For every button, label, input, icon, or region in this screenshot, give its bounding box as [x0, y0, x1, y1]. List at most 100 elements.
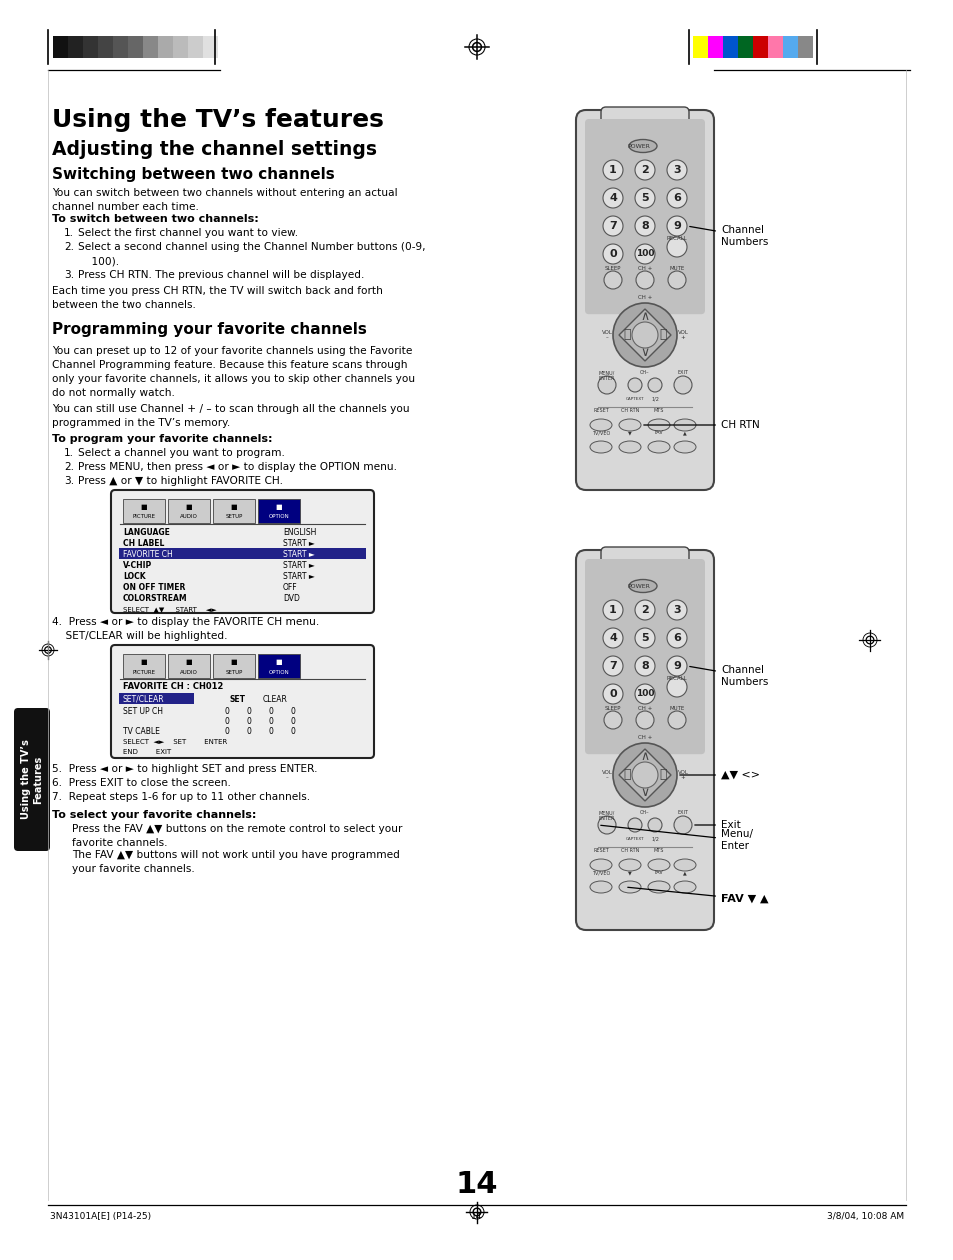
- Text: EXIT: EXIT: [677, 810, 688, 815]
- Text: SLEEP: SLEEP: [604, 706, 620, 711]
- Text: PICTURE: PICTURE: [132, 669, 155, 674]
- Bar: [112, 37, 128, 58]
- Text: 3N43101A[E] (P14-25): 3N43101A[E] (P14-25): [50, 1212, 151, 1221]
- Circle shape: [647, 818, 661, 832]
- Text: 〈: 〈: [622, 329, 630, 341]
- Circle shape: [635, 160, 655, 180]
- Bar: [767, 37, 782, 58]
- Circle shape: [602, 600, 622, 620]
- Circle shape: [631, 323, 658, 348]
- FancyBboxPatch shape: [600, 107, 688, 137]
- Ellipse shape: [589, 859, 612, 871]
- Text: RECALL: RECALL: [666, 236, 686, 241]
- Text: CH RTN: CH RTN: [620, 408, 639, 413]
- Polygon shape: [618, 309, 670, 362]
- Text: OPTION: OPTION: [269, 514, 289, 519]
- Text: VOL
–: VOL –: [601, 770, 612, 780]
- FancyBboxPatch shape: [584, 118, 704, 314]
- Text: COLORSTREAM: COLORSTREAM: [123, 593, 188, 604]
- Text: EXIT: EXIT: [677, 370, 688, 375]
- Text: 100: 100: [635, 689, 654, 698]
- Text: SLEEP: SLEEP: [604, 266, 620, 271]
- Circle shape: [603, 711, 621, 730]
- Text: 3: 3: [673, 605, 680, 615]
- Text: 9: 9: [673, 220, 680, 231]
- Text: Adjusting the channel settings: Adjusting the channel settings: [52, 140, 376, 159]
- Bar: [738, 37, 752, 58]
- Text: 0: 0: [291, 707, 295, 716]
- Text: 0: 0: [269, 727, 274, 736]
- Text: ▼: ▼: [627, 431, 631, 436]
- Bar: [782, 37, 797, 58]
- FancyBboxPatch shape: [584, 559, 704, 755]
- Circle shape: [666, 656, 686, 677]
- Circle shape: [627, 378, 641, 392]
- Text: ■: ■: [275, 659, 282, 665]
- Bar: [172, 37, 188, 58]
- Text: 0: 0: [609, 689, 617, 699]
- Bar: [123, 499, 165, 523]
- Circle shape: [602, 684, 622, 704]
- Text: CAPTEXT: CAPTEXT: [625, 397, 643, 401]
- Circle shape: [602, 627, 622, 648]
- Text: 0: 0: [247, 727, 252, 736]
- Text: Select a second channel using the Channel Number buttons (0-9,
    100).: Select a second channel using the Channe…: [78, 242, 425, 266]
- Circle shape: [636, 271, 654, 289]
- Text: START ►: START ►: [283, 551, 314, 559]
- Ellipse shape: [618, 441, 640, 454]
- Text: ▼: ▼: [627, 871, 631, 876]
- FancyBboxPatch shape: [111, 645, 374, 759]
- Text: You can preset up to 12 of your favorite channels using the Favorite
Channel Pro: You can preset up to 12 of your favorite…: [52, 346, 415, 398]
- Text: MENU/: MENU/: [598, 810, 615, 815]
- Text: AUDIO: AUDIO: [180, 514, 197, 519]
- FancyBboxPatch shape: [600, 547, 688, 577]
- Circle shape: [635, 627, 655, 648]
- Text: CH RTN: CH RTN: [643, 420, 759, 430]
- Circle shape: [666, 160, 686, 180]
- Ellipse shape: [647, 420, 669, 431]
- Text: 5: 5: [640, 193, 648, 203]
- Text: 0: 0: [291, 727, 295, 736]
- Text: You can still use Channel + / – to scan through all the channels you
programmed : You can still use Channel + / – to scan …: [52, 404, 409, 428]
- Bar: [168, 654, 210, 678]
- Bar: [143, 37, 158, 58]
- Text: TV CABLE: TV CABLE: [123, 727, 160, 736]
- Text: ■: ■: [140, 659, 147, 665]
- Text: 8: 8: [640, 662, 648, 672]
- Circle shape: [666, 677, 686, 697]
- Bar: [168, 499, 210, 523]
- Circle shape: [598, 375, 616, 394]
- Ellipse shape: [618, 859, 640, 871]
- Text: VOL
+: VOL +: [677, 770, 688, 780]
- Circle shape: [647, 378, 661, 392]
- Text: 7.  Repeat steps 1-6 for up to 11 other channels.: 7. Repeat steps 1-6 for up to 11 other c…: [52, 793, 310, 803]
- Circle shape: [673, 816, 691, 834]
- Text: 4.  Press ◄ or ► to display the FAVORITE CH menu.
    SET/CLEAR will be highligh: 4. Press ◄ or ► to display the FAVORITE …: [52, 617, 319, 641]
- Text: 0: 0: [225, 727, 230, 736]
- FancyBboxPatch shape: [576, 110, 713, 490]
- Text: 14: 14: [456, 1171, 497, 1200]
- Ellipse shape: [589, 441, 612, 454]
- Text: END        EXIT: END EXIT: [123, 748, 172, 755]
- Text: TV/VEO: TV/VEO: [591, 871, 610, 876]
- Text: FAV: FAV: [654, 431, 662, 436]
- Bar: [68, 37, 83, 58]
- Text: 3/8/04, 10:08 AM: 3/8/04, 10:08 AM: [826, 1212, 903, 1221]
- FancyBboxPatch shape: [14, 708, 50, 851]
- Text: FAV: FAV: [654, 871, 662, 876]
- Text: Programming your favorite channels: Programming your favorite channels: [52, 323, 367, 336]
- Text: Using the TV’s features: Using the TV’s features: [52, 108, 383, 132]
- Text: 7: 7: [608, 662, 617, 672]
- Text: ∨: ∨: [639, 346, 649, 359]
- Text: 0: 0: [225, 717, 230, 726]
- Text: 2.: 2.: [64, 462, 74, 472]
- Bar: [188, 37, 203, 58]
- Text: CLEAR: CLEAR: [263, 696, 288, 704]
- Bar: [692, 37, 707, 58]
- Bar: [213, 499, 254, 523]
- Text: Press CH RTN. The previous channel will be displayed.: Press CH RTN. The previous channel will …: [78, 270, 364, 280]
- Text: ■: ■: [140, 504, 147, 510]
- Text: 9: 9: [673, 662, 680, 672]
- Circle shape: [667, 711, 685, 730]
- Text: V-CHIP: V-CHIP: [123, 561, 152, 570]
